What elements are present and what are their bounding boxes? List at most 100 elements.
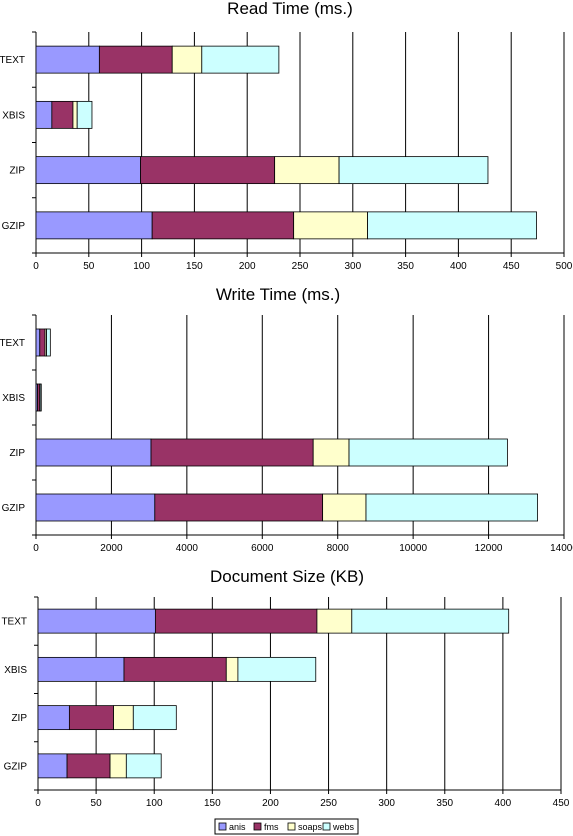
category-label: TEXT	[0, 55, 25, 66]
x-tick-label: 6000	[251, 543, 274, 554]
bar-webs-zip	[338, 156, 489, 185]
x-tick-label: 50	[91, 798, 103, 809]
bar-soaps-gzip	[109, 753, 127, 779]
bar-anis-text	[37, 608, 156, 634]
bar-webs-gzip	[365, 493, 539, 522]
x-tick-label: 10000	[399, 543, 427, 554]
x-tick-label: 100	[146, 798, 163, 809]
legend-label-soaps: soaps	[298, 822, 323, 832]
category-label: GZIP	[2, 221, 26, 232]
bar-soaps-xbis	[225, 656, 239, 682]
bar-anis-xbis	[35, 100, 53, 129]
category-label: TEXT	[0, 338, 25, 349]
x-tick-label: 100	[133, 261, 150, 272]
legend: anis fms soaps webs	[214, 818, 359, 835]
bar-webs-zip	[348, 438, 508, 467]
legend-swatch-webs	[322, 822, 331, 831]
category-label: ZIP	[9, 166, 25, 177]
x-tick-label: 250	[320, 798, 337, 809]
bar-fms-gzip	[151, 211, 295, 240]
legend-box	[214, 818, 359, 835]
bar-webs-xbis	[237, 656, 317, 682]
category-label: XBIS	[2, 110, 25, 121]
bar-anis-zip	[37, 705, 70, 731]
bar-fms-text	[39, 328, 46, 357]
x-tick-label: 350	[397, 261, 414, 272]
chart-title-write: Write Time (ms.)	[216, 285, 340, 304]
x-tick-label: 0	[33, 261, 39, 272]
chart-title-read: Read Time (ms.)	[227, 0, 353, 18]
category-label: ZIP	[9, 448, 25, 459]
x-tick-label: 200	[239, 261, 256, 272]
x-tick-label: 250	[292, 261, 309, 272]
bar-webs-xbis	[39, 383, 42, 412]
category-label: XBIS	[4, 665, 27, 676]
x-tick-label: 450	[503, 261, 520, 272]
bar-soaps-text	[171, 45, 203, 74]
x-tick-label: 500	[556, 261, 573, 272]
plots-layer: 0 50 100 150 200 250 300 350 400 450 500TEXTXBISZI…	[0, 31, 573, 809]
chart-title-size: Document Size (KB)	[210, 567, 364, 586]
x-tick-label: 2000	[100, 543, 123, 554]
bar-anis-zip	[35, 156, 141, 185]
bar-fms-gzip	[154, 493, 324, 522]
bar-webs-gzip	[367, 211, 537, 240]
chart-0: 0 50 100 150 200 250 300 350 400 450 500 TEXT XBIS ZI…	[0, 31, 573, 272]
bar-soaps-text	[316, 608, 353, 634]
legend-label-anis: anis	[229, 822, 246, 832]
x-tick-label: 200	[262, 798, 279, 809]
category-label: GZIP	[2, 503, 26, 514]
bar-fms-text	[154, 608, 318, 634]
bar-fms-zip	[150, 438, 314, 467]
bar-fms-text	[98, 45, 173, 74]
legend-label-webs: webs	[332, 822, 355, 832]
bar-anis-text	[35, 328, 41, 357]
x-tick-label: 350	[436, 798, 453, 809]
x-tick-label: 400	[450, 261, 467, 272]
bar-soaps-zip	[312, 438, 350, 467]
category-label: ZIP	[11, 713, 27, 724]
bar-soaps-gzip	[322, 493, 367, 522]
x-tick-label: 300	[344, 261, 361, 272]
x-tick-label: 50	[83, 261, 95, 272]
bar-anis-gzip	[35, 493, 156, 522]
category-label: XBIS	[2, 393, 25, 404]
bar-anis-gzip	[35, 211, 153, 240]
bar-webs-zip	[132, 705, 177, 731]
bar-anis-xbis	[37, 656, 125, 682]
legend-label-fms: fms	[264, 822, 279, 832]
bar-soaps-gzip	[293, 211, 368, 240]
x-tick-label: 300	[378, 798, 395, 809]
category-label: TEXT	[1, 617, 27, 628]
chart-2: 0 50 100 150 200 250 300 350 400 450 TEXT XBIS ZIP GZ…	[1, 596, 570, 809]
x-tick-label: 450	[553, 798, 570, 809]
category-label: GZIP	[4, 761, 28, 772]
x-tick-label: 0	[35, 798, 41, 809]
bar-soaps-xbis	[72, 100, 78, 129]
bar-fms-zip	[140, 156, 276, 185]
bar-soaps-zip	[113, 705, 134, 731]
bar-anis-zip	[35, 438, 152, 467]
x-tick-label: 150	[186, 261, 203, 272]
bar-webs-text	[46, 328, 51, 357]
legend-swatch-anis	[218, 822, 227, 831]
x-tick-label: 400	[495, 798, 512, 809]
bar-fms-zip	[68, 705, 114, 731]
x-tick-label: 150	[204, 798, 221, 809]
legend-swatch-soaps	[287, 822, 296, 831]
x-tick-label: 14000	[550, 543, 573, 554]
legend-swatch-fms	[253, 822, 262, 831]
chart-1: 0 2000 4000 6000 8000 10000 12000 14000 TEXT XBIS…	[0, 314, 573, 554]
bar-webs-text	[201, 45, 280, 74]
bar-webs-xbis	[76, 100, 93, 129]
bar-fms-gzip	[66, 753, 111, 779]
x-tick-label: 12000	[475, 543, 503, 554]
bar-webs-text	[351, 608, 510, 634]
bar-anis-gzip	[37, 753, 68, 779]
bar-webs-gzip	[125, 753, 162, 779]
x-tick-label: 4000	[176, 543, 199, 554]
bar-soaps-zip	[274, 156, 340, 185]
bar-anis-text	[35, 45, 100, 74]
x-tick-label: 0	[33, 543, 39, 554]
